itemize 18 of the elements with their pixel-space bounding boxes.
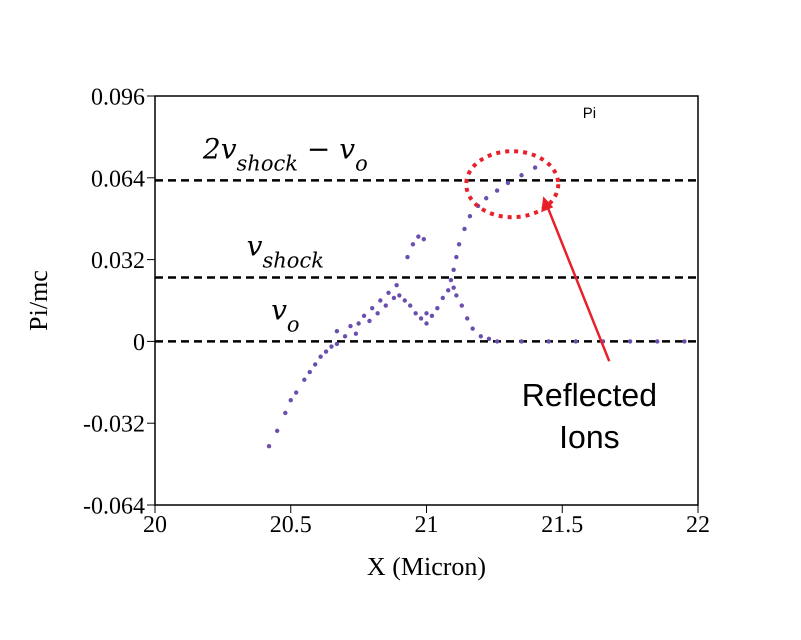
annotation: Pi (582, 105, 596, 122)
x-tick-label: 20 (143, 512, 167, 538)
y-tick-label: -0.032 (83, 412, 145, 438)
y-axis-title: Pi/mc (24, 270, 54, 331)
y-tick-label: 0.064 (91, 166, 145, 192)
y-tick-label: 0 (133, 330, 145, 356)
y-tick-label: 0.096 (91, 84, 145, 111)
y-tick-label: 0.032 (91, 248, 145, 274)
x-tick-label: 21 (414, 512, 438, 538)
y-tick-label: -0.064 (83, 494, 145, 520)
x-tick-label: 22 (686, 512, 710, 538)
x-axis-title: X (Micron) (366, 552, 486, 581)
x-tick-label: 21.5 (541, 512, 584, 538)
annotation: Reflected Ions (522, 377, 657, 456)
x-tick-label: 20.5 (270, 512, 312, 538)
ref-line-label: v$_{o}$ (271, 293, 300, 336)
ref-line-label: 2v$_{shock}$ − v$_{o}$ (202, 132, 368, 176)
ref-line-label: v$_{shock}$ (246, 229, 324, 272)
